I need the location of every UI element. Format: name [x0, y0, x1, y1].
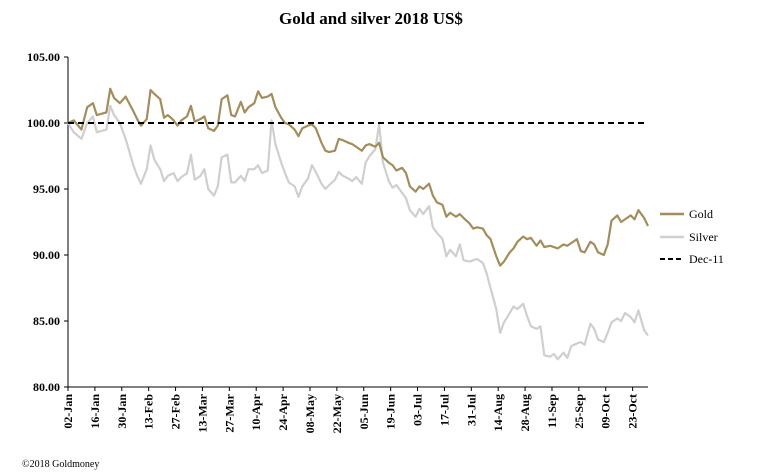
y-tick-label: 90.00 — [33, 248, 60, 262]
legend-label: Dec-11 — [689, 252, 724, 266]
series-line-gold — [67, 87, 649, 267]
x-tick-label: 14-Aug — [491, 394, 505, 431]
x-tick-label: 27-Feb — [169, 394, 183, 430]
y-tick-label: 105.00 — [27, 50, 60, 64]
x-tick-label: 28-Aug — [518, 394, 532, 431]
chart-title: Gold and silver 2018 US$ — [279, 9, 463, 28]
x-tick-label: 30-Jan — [115, 394, 129, 429]
copyright-credit: ©2018 Goldmoney — [22, 459, 99, 470]
x-tick-label: 17-Jul — [437, 393, 451, 426]
x-tick-label: 23-Oct — [626, 394, 640, 429]
y-axis-ticks: 105.00 100.00 95.00 90.00 85.00 80.00 — [27, 50, 68, 394]
x-tick-label: 24-Apr — [276, 393, 290, 430]
x-tick-label: 05-Jun — [357, 394, 371, 430]
x-tick-label: 02-Jan — [61, 394, 75, 429]
y-tick-label: 100.00 — [27, 116, 60, 130]
x-tick-label: 25-Sep — [572, 394, 586, 429]
x-tick-label: 16-Jan — [88, 394, 102, 429]
x-tick-label: 09-Oct — [599, 394, 613, 429]
x-tick-label: 03-Jul — [411, 393, 425, 426]
x-tick-label: 31-Jul — [464, 393, 478, 426]
x-tick-label: 08-May — [303, 394, 317, 433]
y-tick-label: 80.00 — [33, 380, 60, 394]
plot-area — [67, 87, 649, 361]
series-line-silver — [67, 104, 649, 361]
x-tick-label: 22-May — [330, 394, 344, 433]
legend-label: Silver — [689, 230, 718, 244]
x-tick-label: 13-Mar — [195, 393, 209, 432]
x-tick-label: 10-Apr — [249, 393, 263, 430]
x-tick-label: 19-Jun — [384, 394, 398, 430]
x-tick-label: 27-Mar — [222, 393, 236, 432]
x-axis-ticks: 02-Jan 16-Jan 30-Jan 13-Feb 27-Feb 13-Mar 27-M… — [61, 387, 640, 433]
x-tick-label: 11-Sep — [545, 394, 559, 428]
x-tick-label: 13-Feb — [142, 394, 156, 430]
legend: Gold Silver Dec-11 — [660, 207, 724, 266]
y-axis: 105.00 100.00 95.00 90.00 85.00 80.00 — [27, 50, 69, 394]
y-tick-label: 85.00 — [33, 314, 60, 328]
y-tick-label: 95.00 — [33, 182, 60, 196]
x-axis: 02-Jan 16-Jan 30-Jan 13-Feb 27-Feb 13-Mar 27-M… — [61, 386, 648, 433]
legend-label: Gold — [689, 207, 713, 221]
